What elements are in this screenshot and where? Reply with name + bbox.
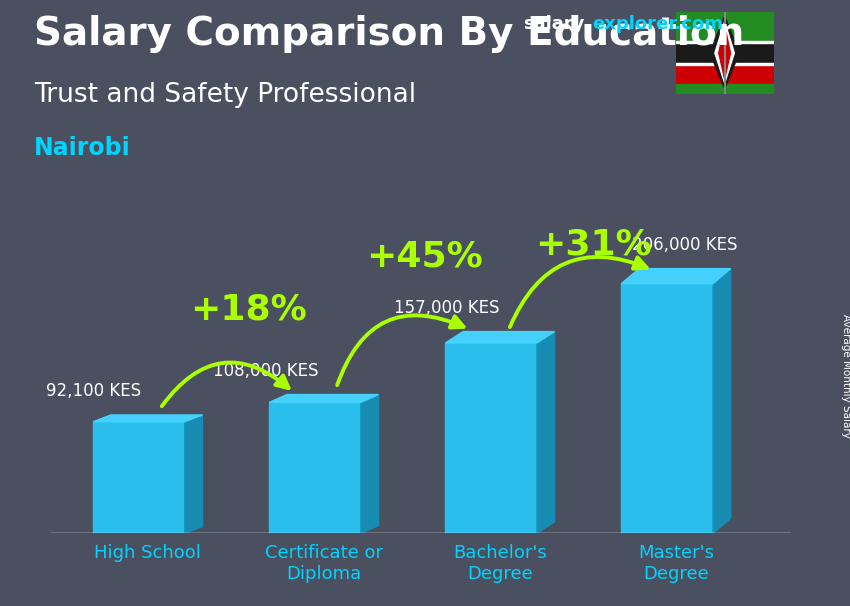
Polygon shape <box>184 415 202 533</box>
Text: 92,100 KES: 92,100 KES <box>46 382 141 401</box>
Polygon shape <box>445 331 554 343</box>
Text: +45%: +45% <box>366 240 483 274</box>
Text: explorer.com: explorer.com <box>592 15 723 33</box>
Polygon shape <box>713 268 731 533</box>
Bar <box>676 64 774 84</box>
Bar <box>676 12 774 42</box>
Text: 206,000 KES: 206,000 KES <box>632 236 738 254</box>
Text: +18%: +18% <box>190 292 307 326</box>
Bar <box>445 343 537 533</box>
Polygon shape <box>269 395 378 402</box>
Polygon shape <box>621 268 731 284</box>
Polygon shape <box>94 415 202 422</box>
Polygon shape <box>710 16 740 88</box>
Bar <box>621 284 713 533</box>
Bar <box>676 42 774 64</box>
Polygon shape <box>719 25 730 79</box>
Bar <box>94 422 184 533</box>
Bar <box>269 402 361 533</box>
Text: 157,000 KES: 157,000 KES <box>394 299 500 317</box>
Text: salary: salary <box>523 15 584 33</box>
Text: Average Monthly Salary: Average Monthly Salary <box>841 314 850 438</box>
Text: Nairobi: Nairobi <box>34 136 131 161</box>
Text: Salary Comparison By Education: Salary Comparison By Education <box>34 15 745 53</box>
Text: Trust and Safety Professional: Trust and Safety Professional <box>34 82 416 108</box>
Bar <box>676 62 774 65</box>
Polygon shape <box>715 22 734 83</box>
Text: 108,000 KES: 108,000 KES <box>213 362 319 380</box>
Text: +31%: +31% <box>535 228 652 262</box>
Polygon shape <box>537 331 554 533</box>
Polygon shape <box>361 395 378 533</box>
Bar <box>676 41 774 44</box>
Bar <box>676 84 774 94</box>
